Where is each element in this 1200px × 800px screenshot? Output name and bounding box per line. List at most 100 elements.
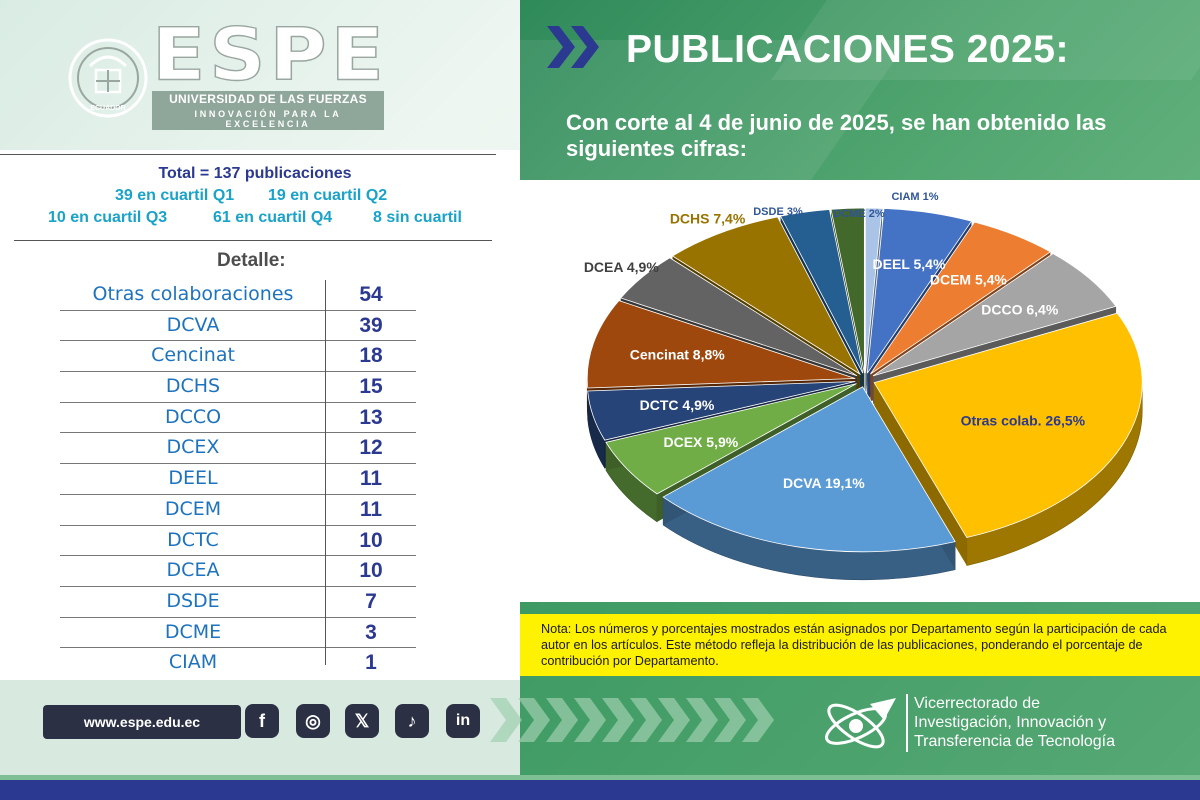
- summary-no-quartile: 8 sin cuartil: [373, 209, 462, 226]
- pie-label: DCME 2%: [833, 208, 885, 220]
- table-row: Otras colaboraciones 54: [60, 280, 416, 311]
- summary-bottom-divider: [14, 240, 492, 241]
- row-count: 10: [359, 559, 383, 583]
- row-department: Otras colaboraciones: [92, 283, 294, 305]
- pie-slice: [671, 216, 861, 376]
- pie-slice: [864, 207, 883, 374]
- brand-logo-text: ESPE: [151, 14, 388, 98]
- row-count: 1: [365, 651, 377, 675]
- summary-q4: 61 en cuartil Q4: [213, 209, 333, 226]
- page-title: PUBLICACIONES 2025:: [626, 28, 1069, 71]
- vicerrectorado-line-2: Investigación, Innovación y: [914, 714, 1107, 731]
- row-department: DEEL: [168, 467, 218, 490]
- footer-chevron-decoration: [490, 698, 774, 742]
- pie-slice: [870, 221, 1052, 375]
- table-row: DCEM 11: [60, 495, 416, 526]
- row-count: 12: [359, 436, 383, 460]
- seal-label: ECUADOR: [90, 105, 125, 112]
- pie-slice-wall: [874, 382, 967, 566]
- linkedin-icon[interactable]: in: [446, 704, 480, 738]
- row-count: 54: [359, 283, 383, 306]
- table-row: DCVA 39: [60, 311, 416, 342]
- pie-label: Cencinat 8,8%: [630, 346, 725, 362]
- table-row: CIAM 1: [60, 648, 416, 678]
- pie-slice: [620, 257, 858, 377]
- summary-q2: 19 en cuartil Q2: [268, 187, 388, 204]
- pie-slice: [586, 300, 856, 389]
- table-row: DCME 3: [60, 618, 416, 649]
- detail-heading: Detalle:: [217, 250, 286, 271]
- pie-slice: [605, 383, 857, 495]
- pie-label: DSDE 3%: [753, 206, 803, 218]
- row-count: 3: [365, 620, 377, 644]
- pie-slice: [662, 386, 956, 553]
- row-count: 7: [365, 589, 377, 613]
- detail-table: Otras colaboraciones 54 DCVA 39 Cencinat 18 DC…: [60, 280, 416, 678]
- vicerrectorado-line-3: Transferencia de Tecnología: [914, 733, 1116, 750]
- table-row: DCEX 12: [60, 433, 416, 465]
- note-text: Nota: Los números y porcentajes mostrado…: [541, 622, 1167, 668]
- table-row: Cencinat 18: [60, 341, 416, 373]
- header-banner: [520, 0, 1200, 180]
- row-department: DSDE: [166, 589, 220, 612]
- header-chevron-icon: [547, 26, 599, 68]
- row-department: Cencinat: [151, 344, 235, 367]
- pie-label: DCEA 4,9%: [584, 259, 660, 275]
- summary-top-divider: [0, 154, 496, 155]
- website-link[interactable]: www.espe.edu.ec: [43, 705, 241, 739]
- pie-label: DCCO 6,4%: [981, 301, 1059, 317]
- pie-slice: [872, 253, 1117, 377]
- summary-total: Total = 137 publicaciones: [158, 165, 352, 182]
- left-content-panel: [0, 150, 520, 680]
- pie-label: CIAM 1%: [891, 191, 938, 203]
- pie-label: DCVA 19,1%: [783, 475, 865, 491]
- row-count: 11: [359, 467, 383, 491]
- table-row: DCEA 10: [60, 556, 416, 587]
- table-row: DCHS 15: [60, 372, 416, 403]
- tiktok-icon[interactable]: ♪: [395, 704, 429, 738]
- vicerrectorado-divider: [906, 694, 908, 752]
- facebook-icon[interactable]: f: [245, 704, 279, 738]
- table-column-divider: [325, 280, 326, 665]
- row-count: 15: [359, 375, 383, 399]
- pie-slice: [866, 208, 973, 374]
- row-department: DCVA: [166, 313, 220, 336]
- row-department: DCEM: [164, 497, 222, 520]
- row-count: 11: [359, 497, 383, 521]
- note-box: [520, 614, 1200, 676]
- row-department: DCCO: [164, 405, 222, 428]
- row-department: DCEA: [166, 559, 220, 582]
- pie-slice: [873, 312, 1143, 538]
- publications-pie-chart: CIAM 1% DEEL 5,4%DCEM 5,4% DCCO 6,4% Otras …: [584, 191, 1143, 581]
- row-count: 39: [359, 313, 383, 337]
- summary-q3: 10 en cuartil Q3: [48, 209, 168, 226]
- instagram-icon[interactable]: ◎: [296, 704, 330, 738]
- table-row: DCCO 13: [60, 403, 416, 434]
- page-subtitle: Con corte al 4 de junio de 2025, se han …: [566, 110, 1107, 161]
- row-department: DCHS: [165, 375, 221, 398]
- row-count: 18: [359, 344, 383, 368]
- row-department: DCEX: [166, 436, 220, 459]
- bottom-bar: [0, 775, 1200, 800]
- row-department: DCTC: [167, 528, 219, 551]
- table-row: DEEL 11: [60, 464, 416, 495]
- pie-slice: [779, 209, 864, 374]
- vicerrectorado-line-1: Vicerrectorado de: [914, 695, 1040, 712]
- pie-label: DCHS 7,4%: [670, 211, 746, 227]
- pie-label: Otras colab. 26,5%: [961, 412, 1086, 428]
- university-seal-icon: ECUADOR: [68, 38, 148, 118]
- pie-label: DCEX 5,9%: [664, 434, 739, 450]
- row-count: 13: [359, 405, 383, 429]
- brand-tagline: INNOVACIÓN PARA LA EXCELENCIA: [152, 108, 384, 130]
- pie-slice: [587, 381, 856, 441]
- summary-q1: 39 en cuartil Q1: [115, 187, 235, 204]
- row-count: 10: [359, 528, 383, 552]
- pie-label: DCTC 4,9%: [640, 397, 715, 413]
- row-department: DCME: [164, 620, 222, 643]
- row-department: CIAM: [168, 651, 218, 674]
- x-icon[interactable]: 𝕏: [345, 704, 379, 738]
- table-row: DSDE 7: [60, 587, 416, 618]
- vicerrectorado-logo-icon: [825, 698, 896, 749]
- pie-label: DEEL 5,4%: [873, 256, 946, 272]
- pie-slice: [830, 207, 865, 374]
